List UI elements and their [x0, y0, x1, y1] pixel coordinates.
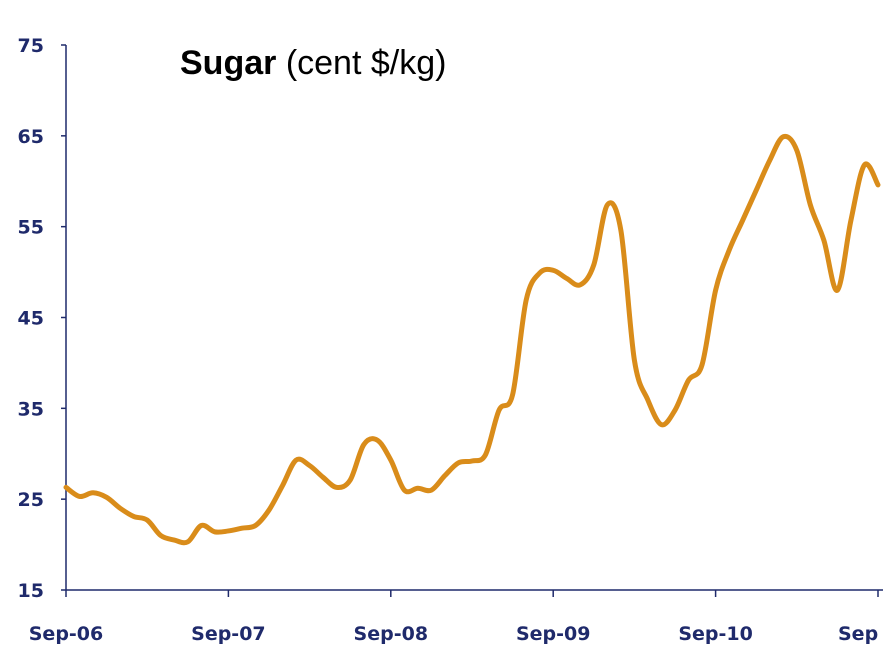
x-tick-label: Sep-06	[29, 623, 104, 645]
chart-title: Sugar (cent $/kg)	[180, 44, 446, 82]
y-tick-label: 55	[18, 217, 44, 239]
title-unit: (cent $/kg)	[286, 44, 447, 82]
y-tick-label: 75	[18, 35, 44, 57]
y-tick-label: 65	[18, 126, 44, 148]
title-main: Sugar	[180, 44, 276, 82]
x-tick-label: Sep	[838, 623, 878, 645]
x-tick-label: Sep-10	[678, 623, 753, 645]
x-tick-label: Sep-09	[516, 623, 591, 645]
price-line	[63, 133, 881, 546]
x-tick-label: Sep-08	[354, 623, 429, 645]
y-tick-label: 45	[18, 308, 44, 330]
y-tick-label: 35	[18, 398, 44, 420]
x-tick-label: Sep-07	[191, 623, 266, 645]
y-tick-label: 15	[18, 580, 44, 602]
y-tick-label: 25	[18, 489, 44, 511]
